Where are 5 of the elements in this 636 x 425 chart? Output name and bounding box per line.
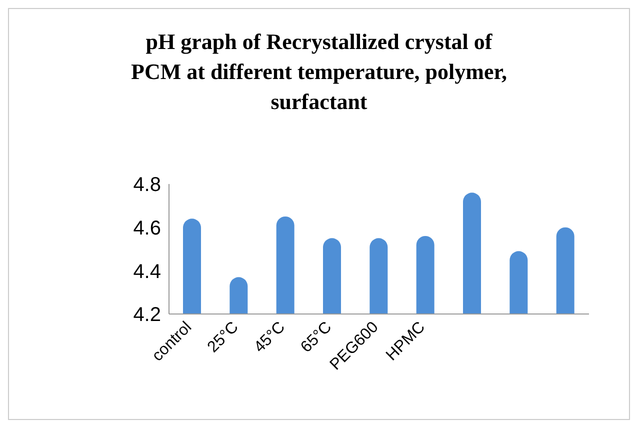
y-tick-label: 4.6 xyxy=(133,217,161,240)
y-tick-label: 4.4 xyxy=(133,260,161,283)
chart-title: pH graph of Recrystallized crystal of PCM at different temperature, polymer, surfactant xyxy=(130,28,508,116)
y-tick-label: 4.8 xyxy=(133,174,161,196)
y-tick-label: 4.2 xyxy=(133,304,161,326)
